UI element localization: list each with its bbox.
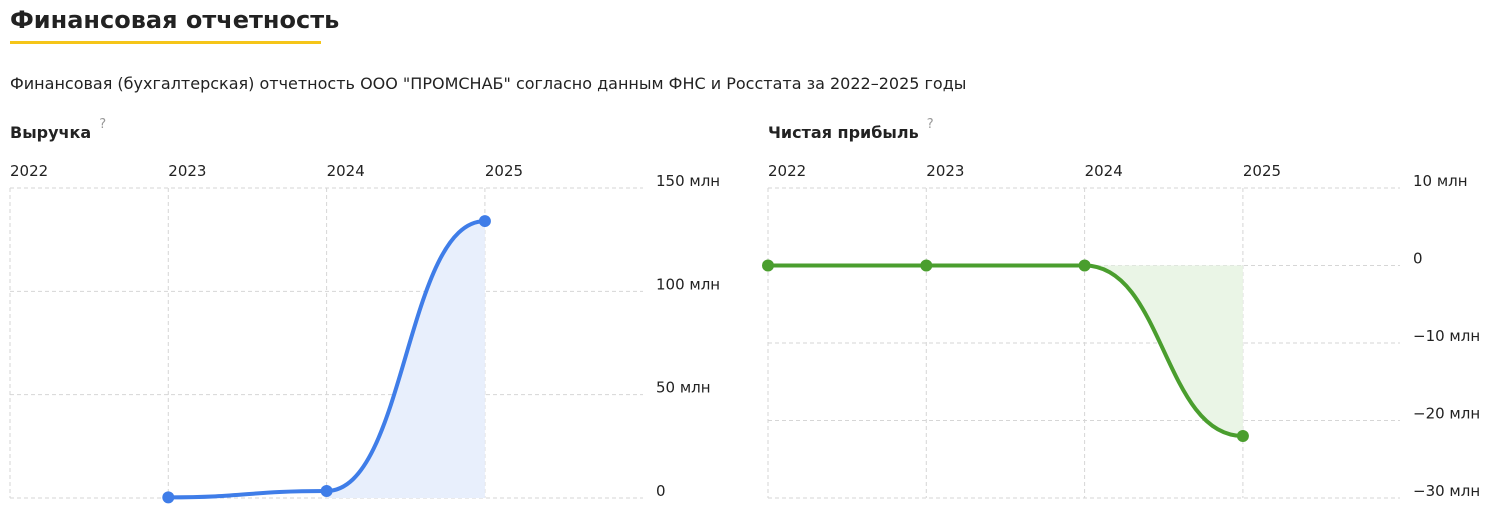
point (162, 491, 175, 504)
y-tick-label: 100 млн (656, 275, 720, 293)
y-tick-label: 0 (1413, 250, 1423, 268)
chart-title: Выручка (10, 123, 91, 142)
y-tick-label: −20 млн (1413, 405, 1480, 423)
x-tick-label: 2023 (168, 162, 206, 180)
hint[interactable]: ? (927, 117, 934, 132)
y-tick-label: −30 млн (1413, 482, 1480, 500)
line (766, 263, 1245, 438)
y-tick-label: 0 (656, 482, 666, 500)
point (762, 259, 774, 272)
x-tick-label: 2022 (768, 162, 806, 180)
x-tick-label: 2024 (1085, 162, 1123, 180)
x-tick-label: 2025 (1243, 162, 1281, 180)
y-tick-label: 150 млн (656, 172, 720, 190)
chart-title: Чистая прибыль (768, 123, 919, 142)
point (320, 484, 333, 497)
x-tick-label: 2023 (926, 162, 964, 180)
point (1078, 259, 1091, 272)
title-underline (10, 41, 321, 44)
line (166, 219, 487, 500)
y-tick-label: −10 млн (1413, 327, 1480, 345)
x-tick-label: 2025 (485, 162, 523, 180)
y-tick-label: 10 млн (1413, 172, 1468, 190)
x-tick-label: 2024 (327, 162, 365, 180)
point (478, 215, 491, 228)
y-tick-label: 50 млн (656, 379, 711, 397)
point (1236, 430, 1249, 442)
subtitle: Финансовая (бухгалтерская) отчетность ОО… (10, 74, 966, 93)
x-tick-label: 2022 (10, 162, 48, 180)
hint[interactable]: ? (99, 117, 106, 132)
point (920, 259, 933, 272)
page-title: Финансовая отчетность (10, 6, 339, 34)
